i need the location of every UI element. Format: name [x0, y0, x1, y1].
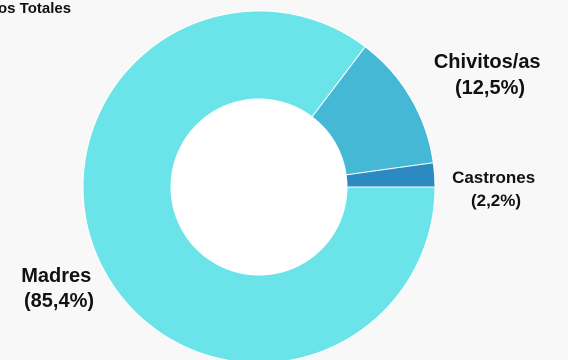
chart-title: os Totales [0, 0, 71, 17]
donut-hole [171, 99, 347, 275]
slice-label-castrones: Castrones (2,2%) [452, 168, 540, 210]
slices-group [82, 10, 436, 360]
slice-label-madres: Madres (85,4%) [21, 265, 97, 312]
slice-label-chivitos: Chivitos/as (12,5%) [434, 51, 546, 99]
